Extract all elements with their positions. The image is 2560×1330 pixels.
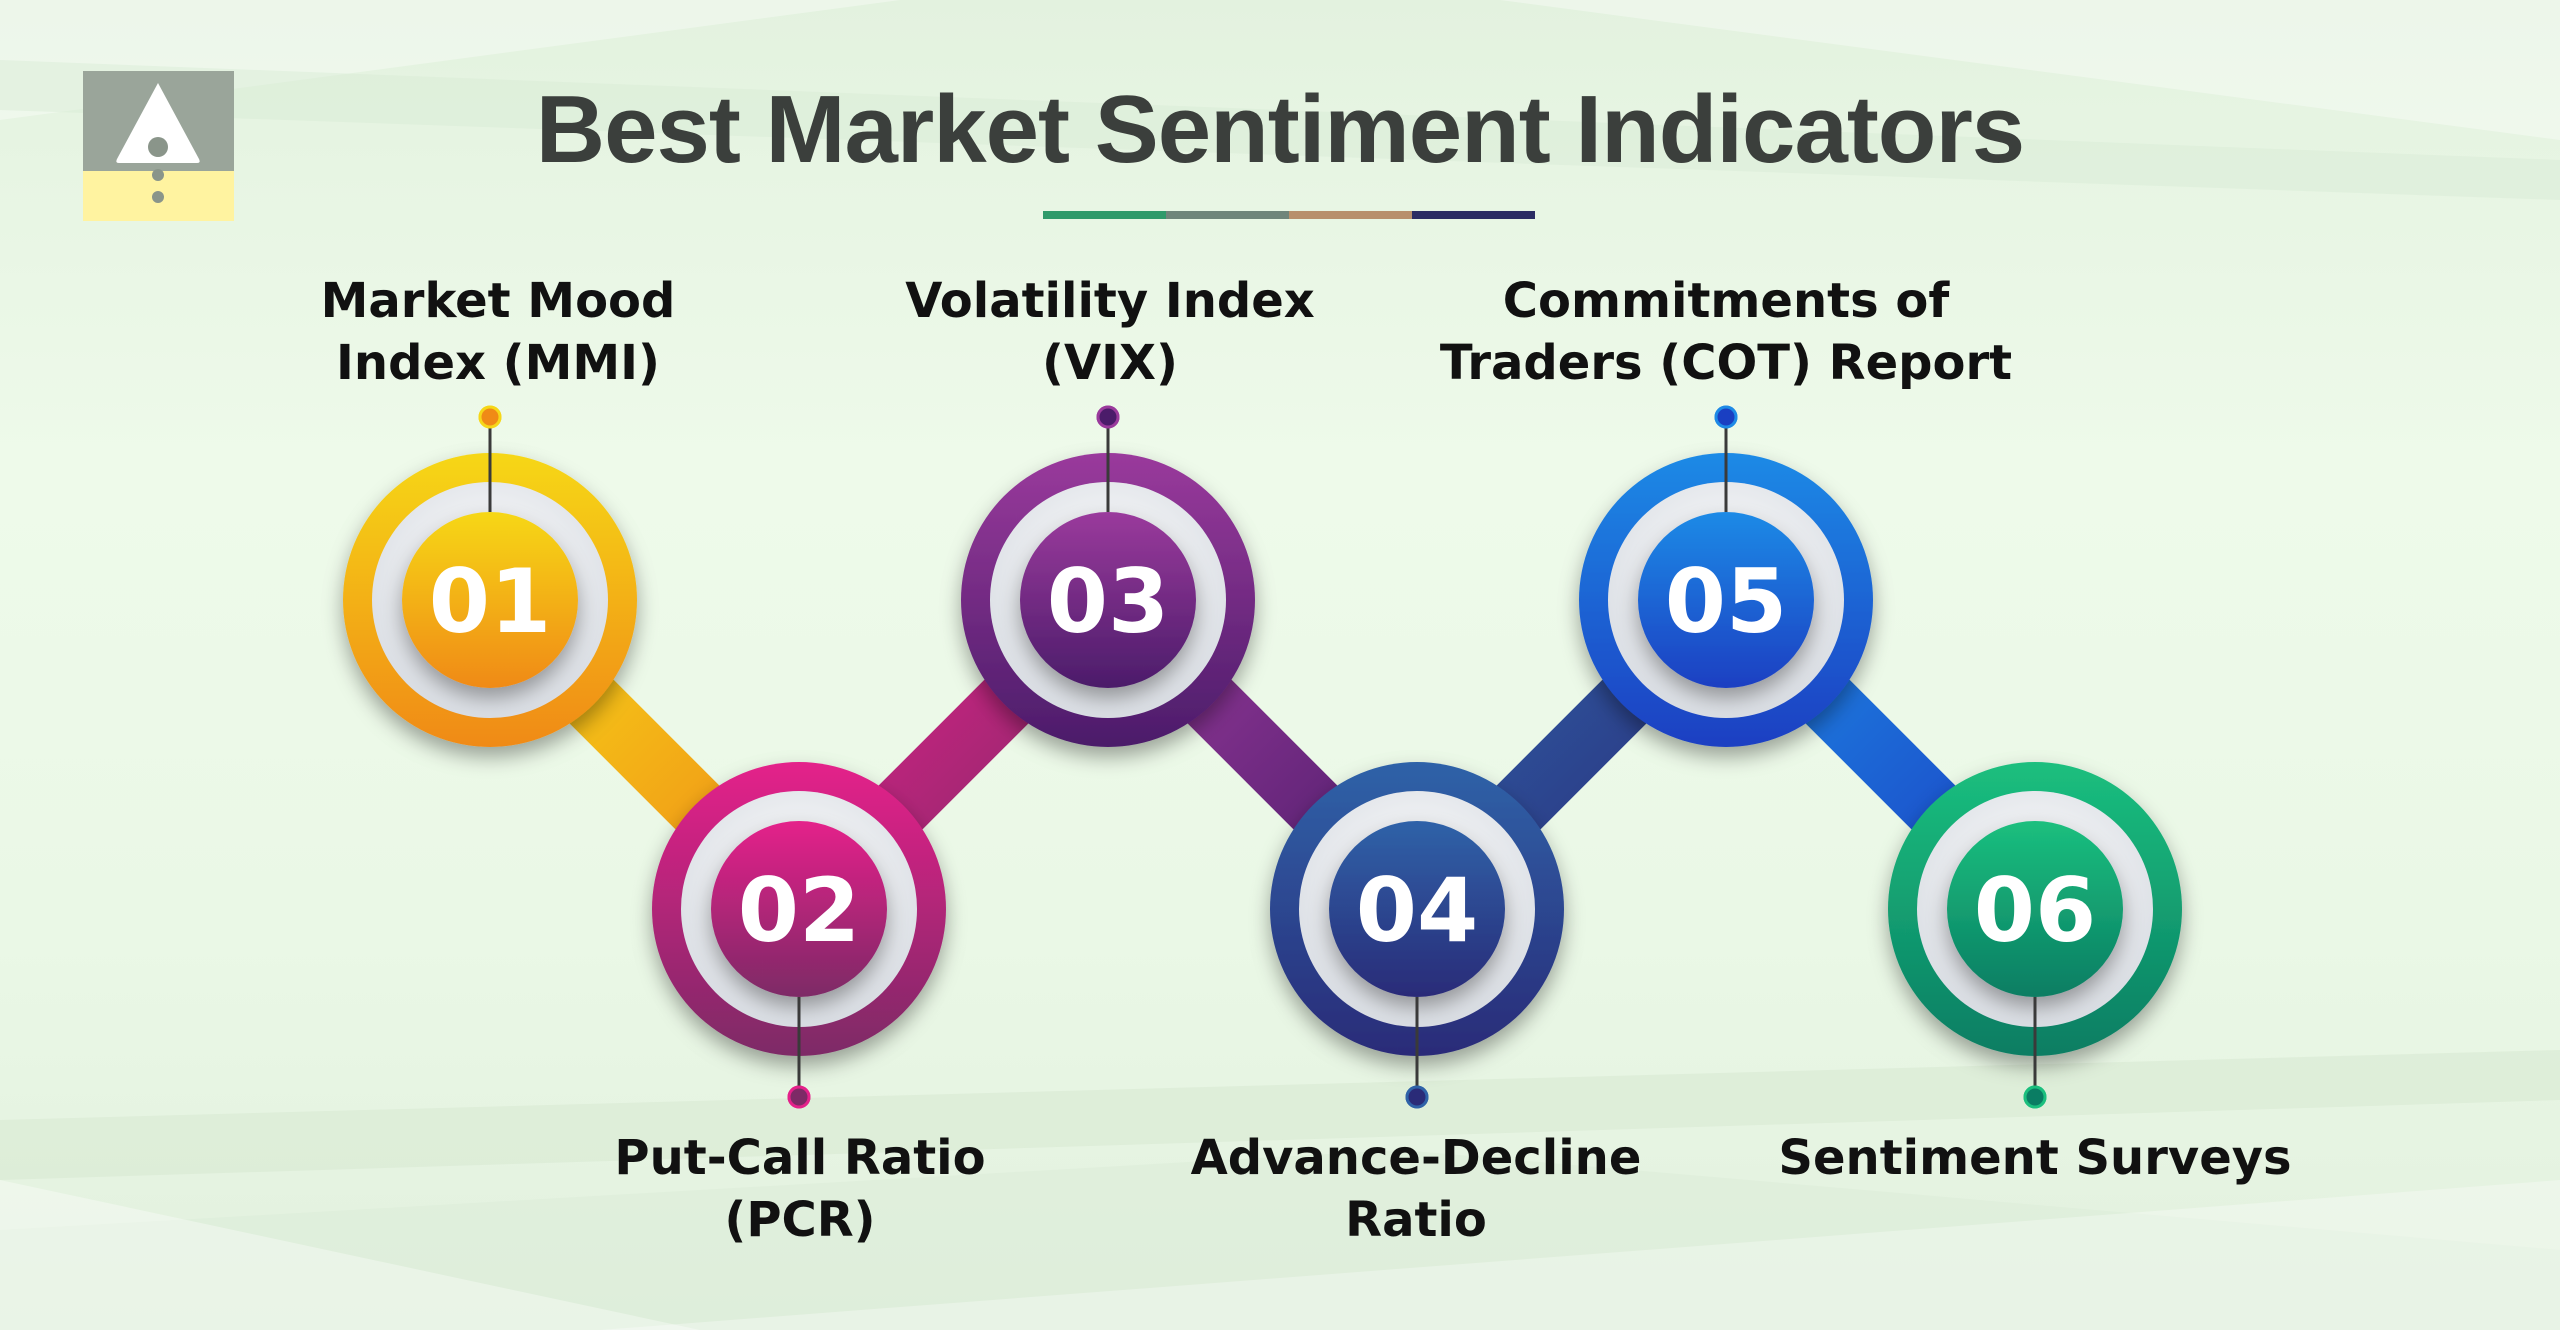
underline-segment-1 <box>1043 211 1166 219</box>
step-04-inner-disc <box>1329 821 1505 997</box>
step-02-label-line: (PCR) <box>724 1192 876 1248</box>
step-01-circle: 01 <box>343 405 637 747</box>
brand-logo <box>83 71 234 221</box>
step-04-label: Advance-Decline Ratio <box>1106 1127 1726 1251</box>
step-04-circle: 04 <box>1270 762 1564 1109</box>
step-05-inner-disc <box>1638 512 1814 688</box>
underline-segment-4 <box>1412 211 1535 219</box>
step-02-number: 02 <box>738 859 860 962</box>
step-02-label: Put-Call Ratio (PCR) <box>490 1127 1110 1251</box>
step-06-number: 06 <box>1974 859 2096 962</box>
step-05-label: Commitments of Traders (COT) Report <box>1416 270 2036 394</box>
step-03-inner-disc <box>1020 512 1196 688</box>
step-03-label-line: Volatility Index <box>905 273 1315 329</box>
logo-triangle-mark <box>116 83 200 163</box>
step-06-label: Sentiment Surveys <box>1725 1127 2345 1189</box>
step-04-label-line: Advance-Decline <box>1190 1130 1642 1186</box>
step-04-label-line: Ratio <box>1345 1192 1487 1248</box>
step-05-label-line: Commitments of <box>1502 273 1950 329</box>
step-01-label-line: Index (MMI) <box>336 335 660 391</box>
step-01-label: Market Mood Index (MMI) <box>188 270 808 394</box>
step-06-label-line: Sentiment Surveys <box>1778 1130 2292 1186</box>
step-02-circle: 02 <box>652 762 946 1109</box>
step-02-inner-disc <box>711 821 887 997</box>
step-01-inner-disc <box>402 512 578 688</box>
logo-dot <box>148 137 168 157</box>
step-01-label-line: Market Mood <box>320 273 676 329</box>
underline-segment-3 <box>1289 211 1412 219</box>
step-05-circle: 05 <box>1579 405 1873 747</box>
step-03-circle: 03 <box>961 405 1255 747</box>
step-06-inner-disc <box>1947 821 2123 997</box>
step-01-number: 01 <box>429 550 551 653</box>
page-title: Best Market Sentiment Indicators <box>535 76 2025 183</box>
step-03-label: Volatility Index (VIX) <box>800 270 1420 394</box>
step-02-label-line: Put-Call Ratio <box>614 1130 986 1186</box>
step-04-number: 04 <box>1356 859 1478 962</box>
title-underline <box>1043 211 1535 219</box>
underline-segment-2 <box>1166 211 1289 219</box>
step-03-number: 03 <box>1047 550 1169 653</box>
step-05-label-line: Traders (COT) Report <box>1439 335 2013 391</box>
step-05-number: 05 <box>1665 550 1787 653</box>
step-03-label-line: (VIX) <box>1042 335 1178 391</box>
step-06-circle: 06 <box>1888 762 2182 1109</box>
